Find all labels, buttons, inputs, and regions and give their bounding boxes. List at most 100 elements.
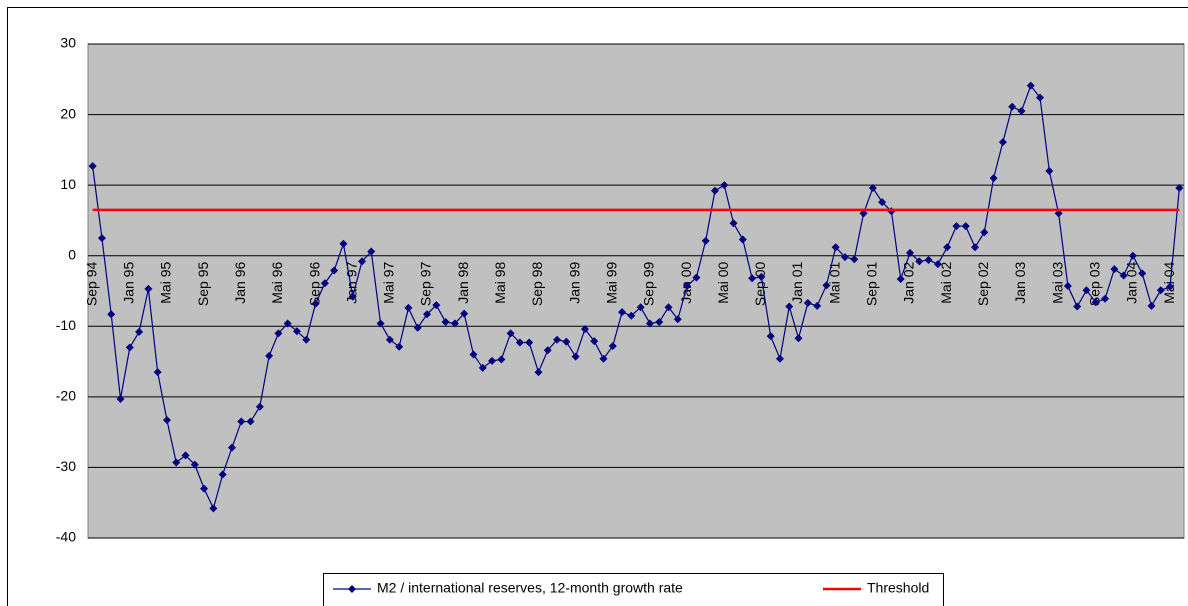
- plot-area: [87, 43, 1185, 539]
- data-marker: [840, 253, 849, 262]
- data-marker: [859, 209, 868, 218]
- x-tick-label: Sep 98: [529, 262, 545, 307]
- legend-marker: [348, 585, 356, 593]
- data-marker: [1017, 107, 1026, 116]
- x-tick-label: Mai 01: [826, 262, 842, 304]
- data-marker: [701, 236, 710, 245]
- data-marker: [655, 318, 664, 327]
- data-marker: [980, 228, 989, 237]
- data-marker: [831, 243, 840, 252]
- data-marker: [172, 458, 181, 467]
- data-marker: [1045, 167, 1054, 176]
- data-marker: [1119, 271, 1128, 280]
- x-tick-label: Mai 97: [381, 262, 397, 304]
- data-marker: [1082, 286, 1091, 295]
- x-tick-label: Sep 99: [641, 262, 657, 307]
- data-marker: [534, 368, 543, 377]
- data-marker: [775, 354, 784, 363]
- data-marker: [1063, 282, 1072, 291]
- x-tick-label: Jan 97: [343, 262, 359, 304]
- y-tick-label: -30: [56, 458, 76, 474]
- data-marker: [525, 338, 534, 347]
- data-marker: [367, 247, 376, 256]
- data-marker: [255, 402, 264, 411]
- data-marker: [1101, 294, 1110, 303]
- data-marker: [358, 257, 366, 266]
- data-marker: [450, 319, 459, 328]
- data-marker: [246, 417, 255, 426]
- data-marker: [153, 368, 162, 377]
- data-marker: [432, 301, 441, 310]
- data-marker: [135, 327, 144, 336]
- x-tick-label: Mai 03: [1049, 262, 1065, 304]
- y-tick-label: -20: [56, 388, 76, 404]
- legend-label: Threshold: [867, 580, 929, 596]
- data-marker: [1073, 302, 1082, 311]
- data-marker: [162, 416, 171, 425]
- data-marker: [757, 272, 766, 281]
- data-marker: [125, 343, 134, 352]
- data-marker: [1156, 286, 1165, 295]
- data-marker: [506, 329, 515, 338]
- data-marker: [1147, 301, 1156, 310]
- data-marker: [497, 355, 506, 364]
- data-marker: [88, 162, 97, 171]
- data-marker: [971, 243, 980, 252]
- data-marker: [218, 470, 227, 479]
- data-marker: [998, 138, 1007, 147]
- data-marker: [794, 334, 803, 343]
- data-marker: [330, 266, 339, 275]
- data-marker: [599, 354, 608, 363]
- y-tick-label: 30: [60, 35, 76, 51]
- x-tick-label: Jan 02: [901, 262, 917, 304]
- data-marker: [590, 337, 599, 346]
- data-marker: [413, 323, 422, 332]
- data-marker: [906, 248, 914, 257]
- y-tick-label: 20: [60, 105, 76, 121]
- data-marker: [878, 198, 887, 207]
- x-tick-label: Sep 02: [975, 262, 991, 307]
- data-marker: [580, 325, 589, 334]
- data-marker: [896, 275, 905, 284]
- x-tick-label: Mai 04: [1161, 262, 1177, 304]
- x-tick-label: Sep 00: [752, 262, 768, 307]
- data-marker: [227, 443, 236, 452]
- data-marker: [943, 243, 952, 252]
- data-marker: [720, 181, 729, 190]
- data-marker: [423, 310, 432, 319]
- data-marker: [961, 222, 970, 231]
- data-marker: [766, 332, 775, 341]
- data-marker: [1110, 265, 1119, 274]
- data-marker: [664, 303, 673, 312]
- data-marker: [478, 363, 487, 372]
- series-line: [92, 84, 1180, 511]
- data-marker: [673, 315, 682, 324]
- data-marker: [116, 394, 125, 403]
- data-marker: [553, 335, 562, 344]
- data-marker: [813, 301, 822, 310]
- data-marker: [822, 281, 831, 290]
- x-tick-label: Jan 95: [120, 262, 136, 304]
- data-marker: [738, 235, 747, 244]
- data-marker: [200, 484, 209, 493]
- x-tick-label: Jan 00: [678, 262, 694, 304]
- data-marker: [274, 329, 283, 338]
- data-marker: [97, 234, 106, 243]
- data-marker: [1091, 298, 1100, 307]
- data-marker: [627, 311, 636, 320]
- data-marker: [348, 292, 357, 301]
- data-marker: [515, 338, 524, 347]
- data-marker: [683, 282, 692, 291]
- data-marker: [469, 350, 478, 359]
- data-marker: [488, 356, 497, 365]
- y-tick-label: 0: [68, 246, 76, 262]
- x-tick-label: Sep 03: [1086, 262, 1102, 307]
- data-marker: [441, 318, 450, 327]
- x-tick-label: Sep 94: [83, 262, 99, 307]
- data-marker: [1175, 183, 1184, 192]
- data-marker: [190, 460, 199, 469]
- x-tick-label: Jan 01: [789, 262, 805, 304]
- data-marker: [952, 222, 961, 231]
- x-tick-label: Mai 96: [269, 262, 285, 304]
